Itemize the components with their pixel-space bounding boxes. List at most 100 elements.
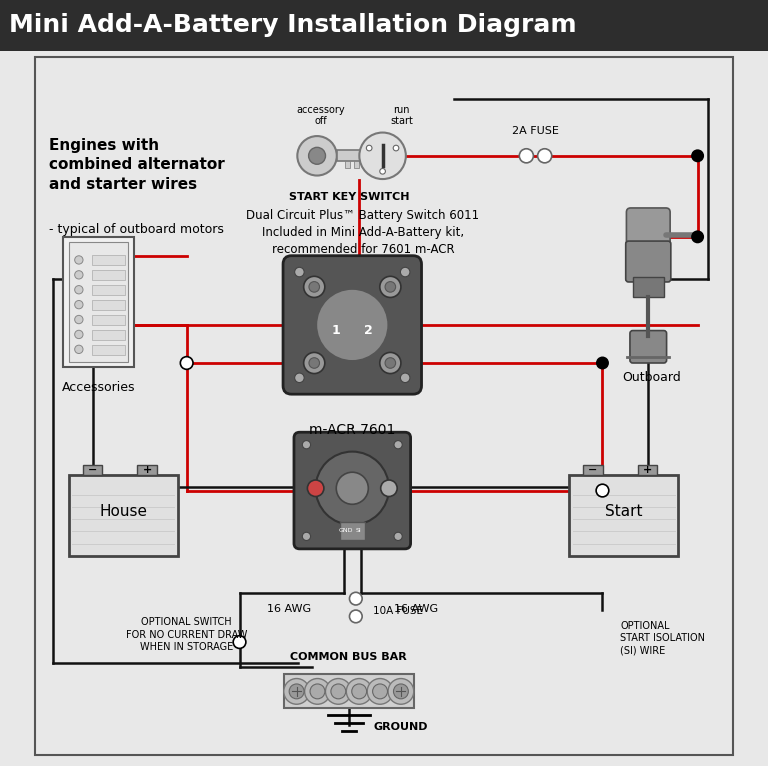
Circle shape: [303, 352, 325, 374]
Bar: [91, 256, 125, 265]
Circle shape: [385, 358, 396, 368]
Circle shape: [309, 282, 319, 292]
FancyBboxPatch shape: [63, 237, 134, 367]
Circle shape: [597, 358, 608, 368]
Circle shape: [74, 330, 83, 339]
Text: 1: 1: [332, 324, 341, 337]
Circle shape: [74, 286, 83, 294]
Circle shape: [74, 270, 83, 279]
Circle shape: [283, 679, 310, 704]
Bar: [91, 330, 125, 339]
FancyBboxPatch shape: [626, 241, 670, 282]
Circle shape: [394, 440, 402, 449]
Bar: [337, 150, 373, 162]
Text: m-ACR 7601: m-ACR 7601: [309, 423, 396, 437]
Circle shape: [307, 480, 324, 496]
Circle shape: [74, 300, 83, 309]
Circle shape: [336, 472, 369, 504]
Circle shape: [349, 610, 362, 623]
Text: START KEY SWITCH: START KEY SWITCH: [289, 192, 409, 202]
Circle shape: [74, 256, 83, 264]
Bar: [339, 522, 365, 540]
Text: −: −: [88, 465, 98, 475]
Circle shape: [233, 636, 246, 648]
Circle shape: [290, 684, 304, 699]
FancyBboxPatch shape: [283, 675, 414, 709]
Circle shape: [394, 532, 402, 541]
Circle shape: [366, 146, 372, 151]
Circle shape: [295, 373, 304, 382]
Bar: [633, 277, 664, 296]
Text: OPTIONAL
START ISOLATION
(SI) WIRE: OPTIONAL START ISOLATION (SI) WIRE: [620, 621, 705, 656]
Text: 2A FUSE: 2A FUSE: [512, 126, 559, 136]
Circle shape: [303, 277, 325, 297]
FancyBboxPatch shape: [69, 243, 128, 362]
Circle shape: [74, 316, 83, 324]
FancyBboxPatch shape: [569, 475, 678, 556]
Circle shape: [519, 149, 534, 163]
Text: SI: SI: [356, 529, 362, 533]
Circle shape: [305, 679, 330, 704]
Circle shape: [692, 231, 703, 243]
Circle shape: [310, 684, 325, 699]
Text: 10A FUSE: 10A FUSE: [373, 606, 423, 616]
Circle shape: [379, 169, 386, 174]
Text: Accessories: Accessories: [62, 381, 135, 394]
Circle shape: [316, 289, 389, 361]
Circle shape: [359, 133, 406, 179]
Circle shape: [74, 345, 83, 354]
Circle shape: [367, 679, 393, 704]
Circle shape: [326, 679, 351, 704]
Text: Dual Circuit Plus™ Battery Switch 6011
Included in Mini Add-A-Battery kit,
recom: Dual Circuit Plus™ Battery Switch 6011 I…: [247, 209, 479, 256]
Circle shape: [692, 150, 703, 162]
Circle shape: [400, 373, 410, 382]
Text: GROUND: GROUND: [373, 722, 428, 732]
Bar: [371, 162, 376, 169]
Circle shape: [309, 147, 326, 164]
Text: House: House: [99, 504, 147, 519]
FancyBboxPatch shape: [637, 465, 657, 475]
Circle shape: [385, 282, 396, 292]
Text: GND: GND: [339, 529, 353, 533]
Text: 16 AWG: 16 AWG: [266, 604, 311, 614]
Circle shape: [309, 358, 319, 368]
FancyBboxPatch shape: [283, 256, 422, 394]
Circle shape: [596, 484, 609, 497]
FancyBboxPatch shape: [583, 465, 603, 475]
Circle shape: [372, 684, 388, 699]
Circle shape: [400, 267, 410, 277]
Text: 2: 2: [364, 324, 372, 337]
Text: Outboard: Outboard: [622, 371, 681, 384]
Circle shape: [295, 267, 304, 277]
Bar: [346, 162, 350, 169]
Text: Start: Start: [605, 504, 642, 519]
Bar: [354, 162, 359, 169]
Circle shape: [303, 440, 310, 449]
FancyBboxPatch shape: [137, 465, 157, 475]
Bar: [91, 345, 125, 355]
FancyBboxPatch shape: [294, 432, 411, 549]
Circle shape: [393, 684, 409, 699]
Text: −: −: [588, 465, 598, 475]
Circle shape: [349, 592, 362, 605]
FancyBboxPatch shape: [630, 331, 667, 363]
Bar: [91, 285, 125, 295]
Text: OPTIONAL SWITCH
FOR NO CURRENT DRAW
WHEN IN STORAGE: OPTIONAL SWITCH FOR NO CURRENT DRAW WHEN…: [126, 617, 247, 652]
Circle shape: [297, 136, 337, 175]
Bar: [362, 162, 367, 169]
Circle shape: [303, 532, 310, 541]
Text: Engines with
combined alternator
and starter wires: Engines with combined alternator and sta…: [49, 138, 225, 192]
Circle shape: [393, 146, 399, 151]
Text: - typical of outboard motors: - typical of outboard motors: [49, 223, 224, 236]
Circle shape: [316, 452, 389, 525]
Text: Mini Add-A-Battery Installation Diagram: Mini Add-A-Battery Installation Diagram: [9, 13, 577, 38]
Bar: [91, 315, 125, 325]
Circle shape: [180, 357, 193, 369]
Text: COMMON BUS BAR: COMMON BUS BAR: [290, 652, 407, 662]
Circle shape: [352, 684, 366, 699]
FancyBboxPatch shape: [68, 475, 178, 556]
Text: +: +: [643, 465, 652, 475]
Circle shape: [346, 679, 372, 704]
Circle shape: [379, 352, 401, 374]
Circle shape: [381, 480, 397, 496]
